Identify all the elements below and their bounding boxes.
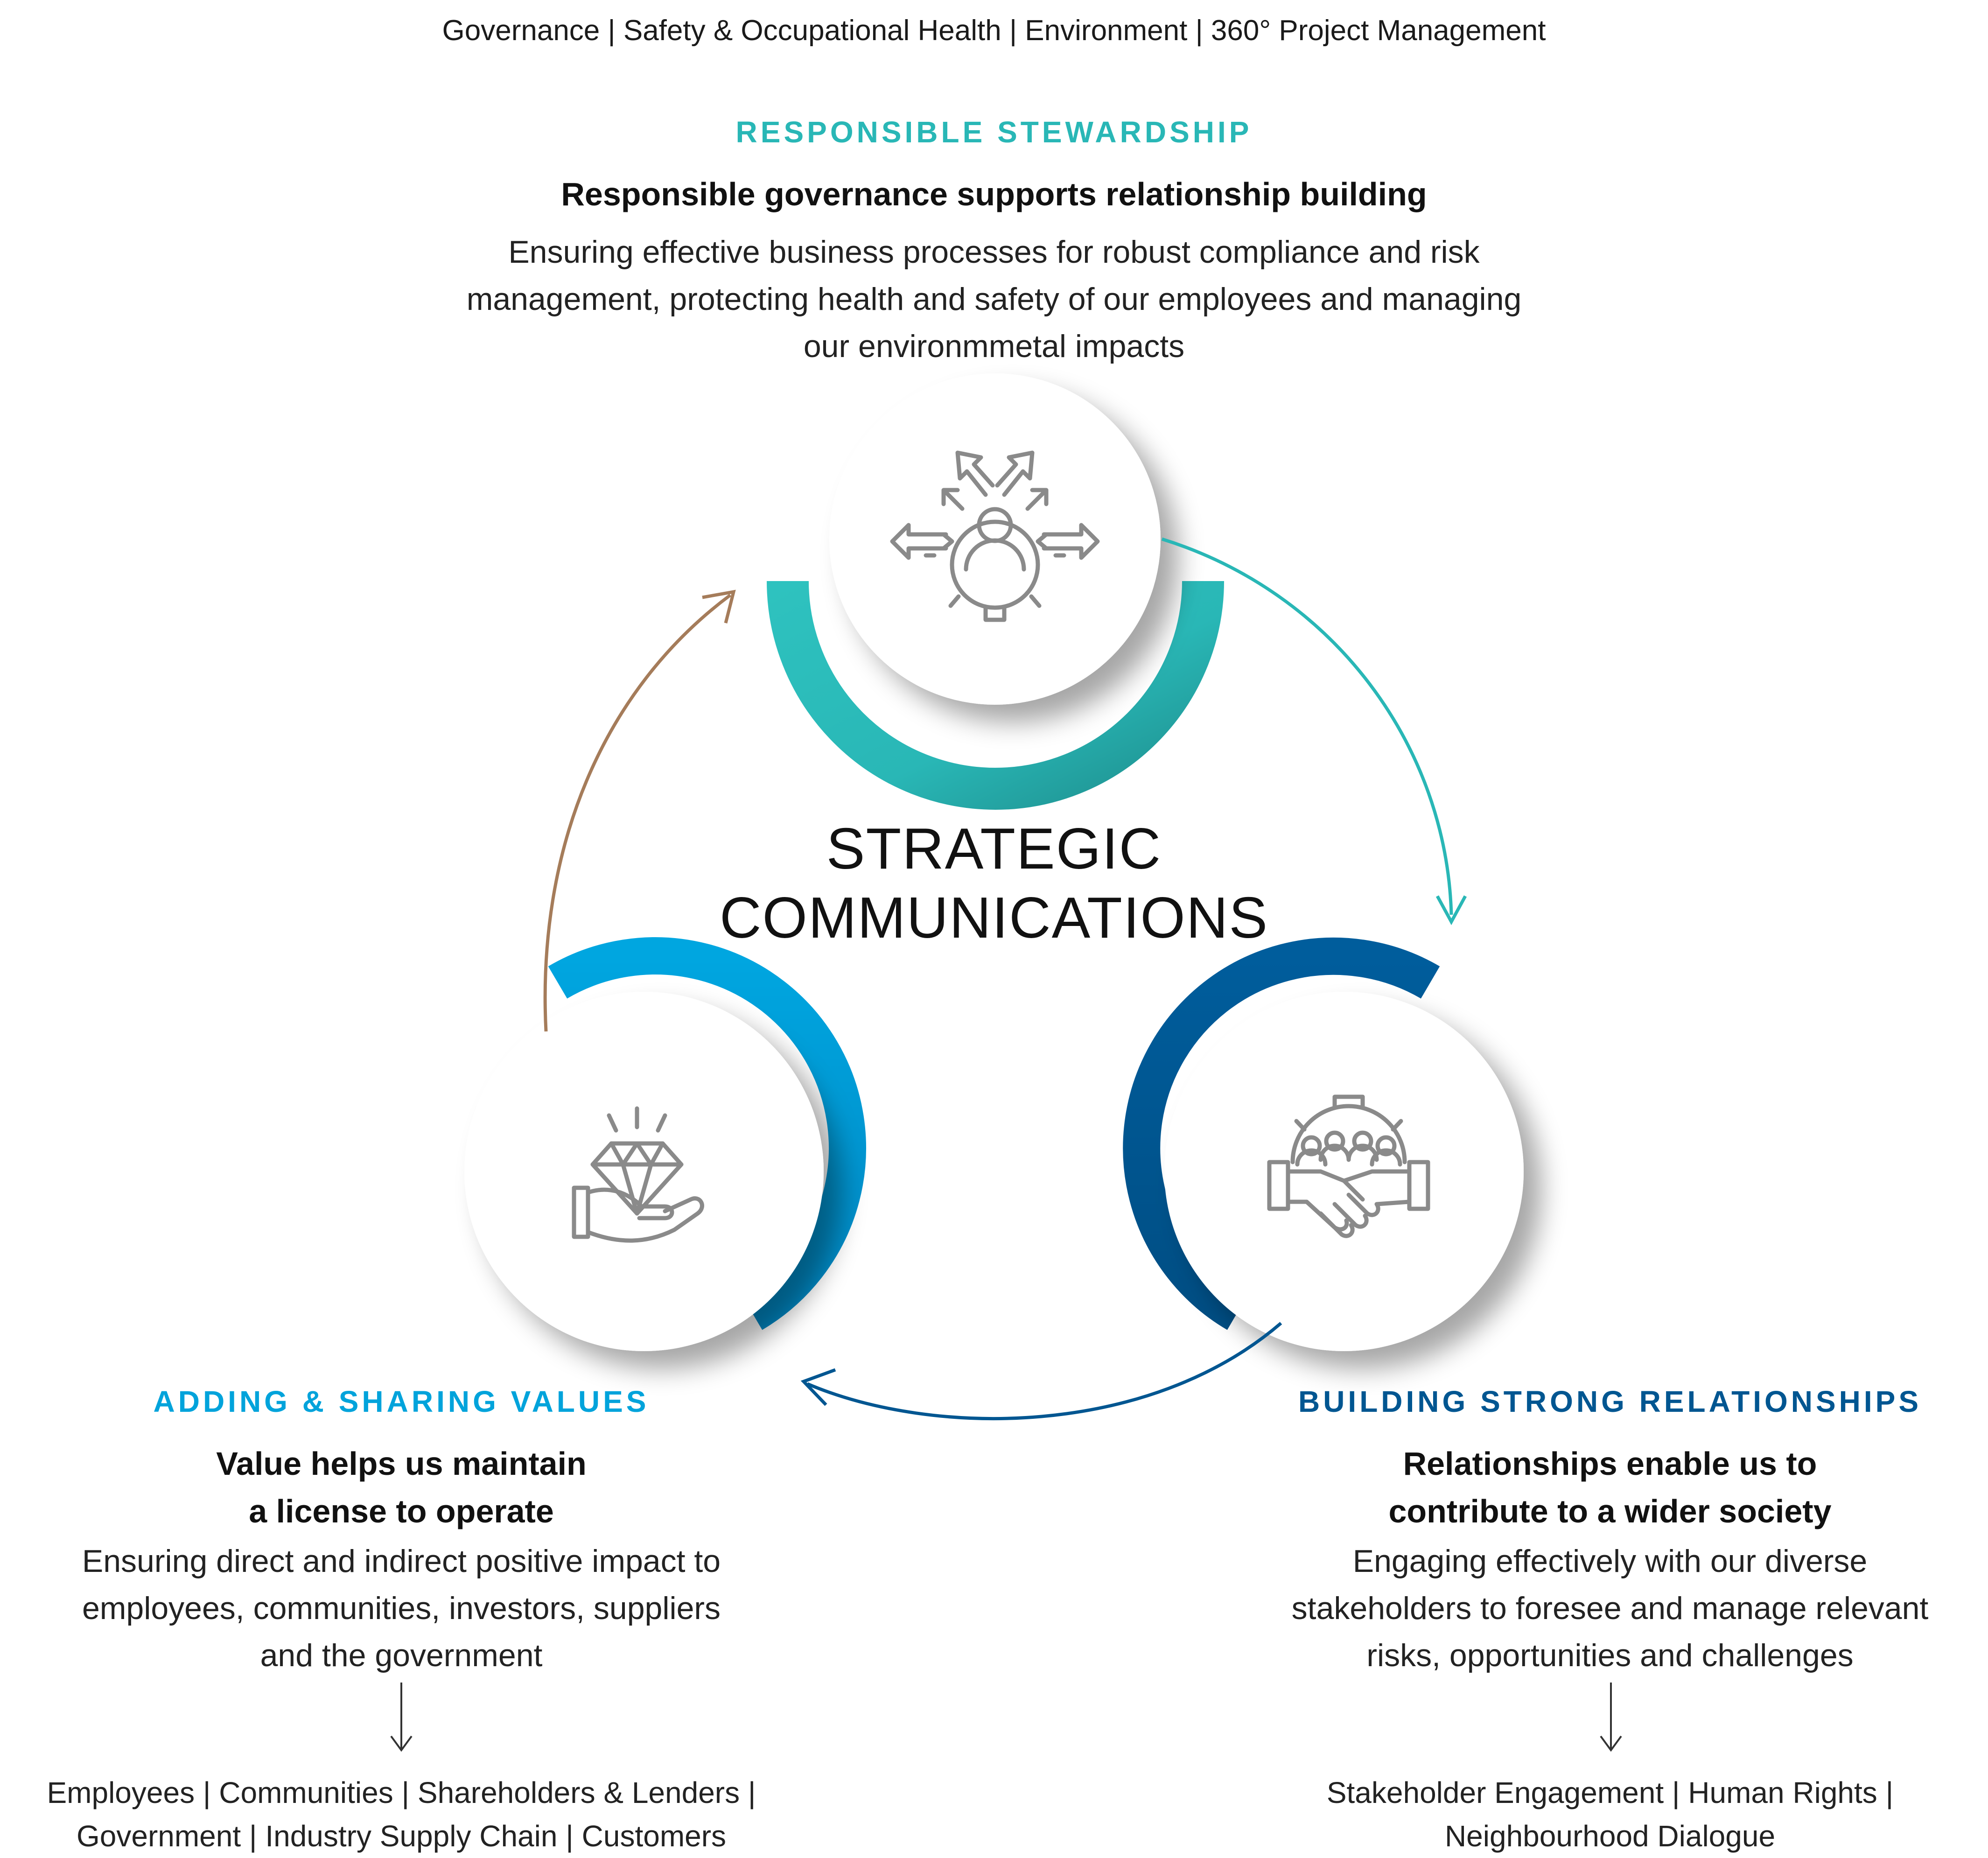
top-line: Governance | Safety & Occupational Healt…	[442, 14, 1546, 47]
relationships-subtitle-line: contribute to a wider society	[1388, 1493, 1832, 1529]
stewardship-ring-arc	[767, 581, 1224, 810]
values-subtitle-line: a license to operate	[249, 1493, 554, 1529]
values-subtitle: Value helps us maintain a license to ope…	[28, 1440, 775, 1535]
relationships-description-line: stakeholders to foresee and manage relev…	[1291, 1591, 1929, 1626]
handshake-gear-icon	[1267, 1094, 1430, 1238]
values-circle	[464, 992, 824, 1351]
values-description-line: employees, communities, investors, suppl…	[82, 1591, 721, 1626]
people-gear-arrows-icon	[890, 450, 1100, 622]
stewardship-title: RESPONSIBLE STEWARDSHIP	[735, 115, 1253, 149]
relationships-down-arrow-icon	[1600, 1683, 1622, 1752]
relationships-tags-line: Stakeholder Engagement | Human Rights |	[1326, 1776, 1894, 1809]
relationships-description-line: Engaging effectively with our diverse	[1352, 1543, 1868, 1579]
stewardship-description-line: Ensuring effective business processes fo…	[508, 234, 1480, 270]
values-description-line: and the government	[260, 1638, 543, 1673]
values-tags-line: Employees | Communities | Shareholders &…	[47, 1776, 756, 1809]
values-subtitle-line: Value helps us maintain	[216, 1445, 587, 1482]
relationships-description-line: risks, opportunities and challenges	[1366, 1638, 1854, 1673]
stewardship-description-line: management, protecting health and safety…	[466, 281, 1522, 317]
stewardship-description-line: our environmmetal impacts	[803, 329, 1185, 364]
center-title: STRATEGIC COMMUNICATIONS	[621, 814, 1367, 953]
values-ring-arc	[548, 937, 866, 1330]
values-down-arrow-icon	[390, 1683, 413, 1752]
relationships-title: BUILDING STRONG RELATIONSHIPS	[1298, 1385, 1922, 1418]
stewardship-description: Ensuring effective business processes fo…	[341, 229, 1647, 370]
relationships-subtitle-line: Relationships enable us to	[1403, 1445, 1817, 1482]
relationships-tags: Stakeholder Engagement | Human Rights | …	[1232, 1771, 1988, 1858]
values-tags-line: Government | Industry Supply Chain | Cus…	[76, 1819, 727, 1853]
hand-diamond-icon	[572, 1106, 704, 1243]
center-title-line: COMMUNICATIONS	[719, 886, 1269, 950]
values-description: Ensuring direct and indirect positive im…	[28, 1538, 775, 1679]
values-title: ADDING & SHARING VALUES	[153, 1385, 650, 1418]
center-title-line: STRATEGIC	[826, 817, 1162, 881]
relationships-description: Engaging effectively with our diverse st…	[1232, 1538, 1988, 1679]
relationships-subtitle: Relationships enable us to contribute to…	[1232, 1440, 1988, 1535]
arrow-stewardship-to-relationships	[1161, 537, 1467, 925]
arrow-relationships-to-values	[800, 1322, 1282, 1420]
relationships-tags-line: Neighbourhood Dialogue	[1444, 1819, 1776, 1853]
values-tags: Employees | Communities | Shareholders &…	[14, 1771, 789, 1858]
arrow-values-to-stewardship	[543, 589, 736, 1032]
stewardship-subtitle: Responsible governance supports relation…	[561, 176, 1427, 212]
values-description-line: Ensuring direct and indirect positive im…	[82, 1543, 721, 1579]
relationships-ring-arc	[1123, 937, 1440, 1330]
relationships-circle	[1164, 992, 1524, 1351]
